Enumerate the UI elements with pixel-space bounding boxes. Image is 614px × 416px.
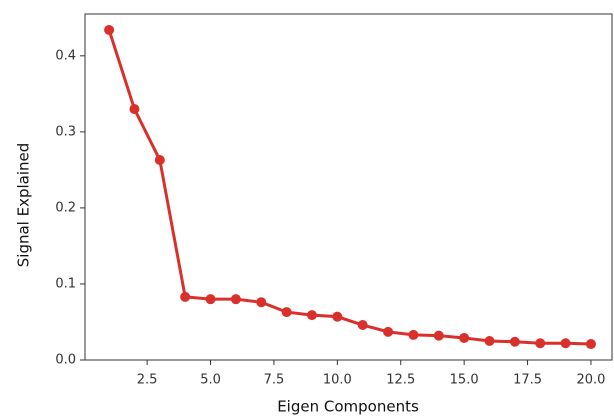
x-tick-label: 17.5 <box>513 373 542 388</box>
y-axis-label: Signal Explained <box>15 143 33 268</box>
y-tick-label: 0.2 <box>55 200 76 215</box>
marker <box>154 155 165 166</box>
marker <box>383 326 394 337</box>
x-tick-label: 15.0 <box>450 373 479 388</box>
y-tick-label: 0.1 <box>55 276 76 291</box>
marker <box>306 310 317 321</box>
marker <box>205 294 216 305</box>
marker <box>230 294 241 305</box>
x-tick-label: 20.0 <box>576 373 605 388</box>
marker <box>129 104 140 115</box>
marker <box>281 307 292 318</box>
y-tick-label: 0.0 <box>55 353 76 368</box>
marker <box>256 297 267 308</box>
x-tick-label: 12.5 <box>386 373 415 388</box>
marker <box>560 338 571 349</box>
marker <box>433 330 444 341</box>
x-tick-label: 10.0 <box>323 373 352 388</box>
plot-frame <box>84 13 613 361</box>
marker <box>408 329 419 340</box>
marker <box>585 339 596 350</box>
marker <box>332 311 343 322</box>
x-tick-label: 5.0 <box>200 373 221 388</box>
x-tick-label: 7.5 <box>264 373 285 388</box>
marker <box>535 338 546 349</box>
x-axis-label: Eigen Components <box>277 398 419 416</box>
x-tick-label: 2.5 <box>137 373 158 388</box>
marker <box>509 336 520 347</box>
marker <box>357 320 368 331</box>
y-tick-label: 0.3 <box>55 124 76 139</box>
marker <box>180 291 191 302</box>
marker <box>459 332 470 343</box>
marker <box>104 24 115 35</box>
y-tick-label: 0.4 <box>55 48 76 63</box>
marker <box>484 335 495 346</box>
